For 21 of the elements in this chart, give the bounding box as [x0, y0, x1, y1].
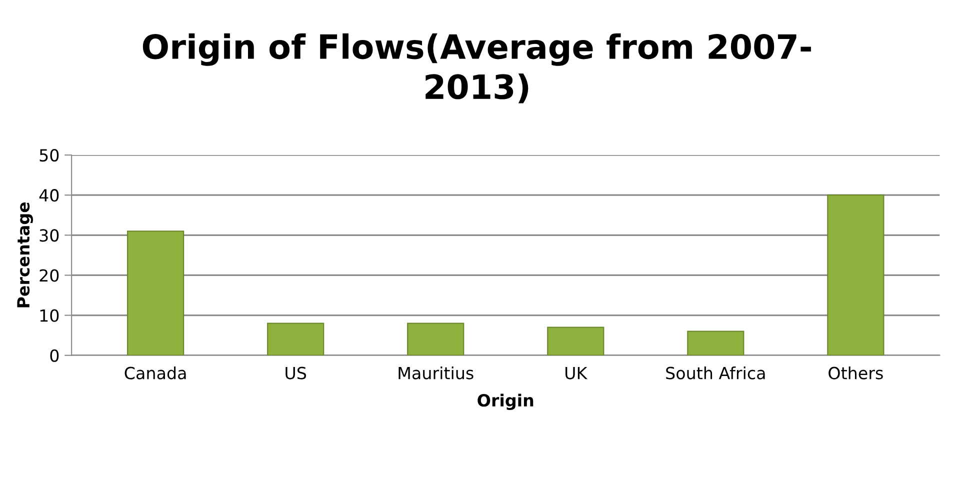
bar	[687, 330, 744, 356]
y-tick-label: 30	[40, 229, 59, 242]
bar	[547, 326, 604, 356]
bar	[827, 194, 884, 356]
x-tick-label: US	[286, 366, 306, 380]
chart-title: Origin of Flows(Average from 2007- 2013)	[142, 33, 811, 104]
y-tick-label: 50	[40, 148, 59, 162]
x-tick-label: Others	[828, 366, 883, 380]
y-tick-label: 20	[40, 269, 59, 282]
y-tick-label: 0	[50, 349, 59, 362]
x-tick-label: South Africa	[666, 366, 765, 380]
x-tick-label: UK	[566, 366, 588, 380]
x-axis-title: Origin	[478, 394, 534, 410]
x-tick-label: Canada	[124, 366, 186, 380]
bar	[267, 322, 324, 356]
x-tick-label: Mauritius	[398, 366, 474, 380]
y-tick-label: 40	[39, 189, 59, 202]
bar	[127, 230, 184, 356]
y-tick-label: 10	[40, 309, 59, 322]
bar	[407, 322, 464, 356]
y-axis-title: Percentage	[17, 202, 33, 308]
